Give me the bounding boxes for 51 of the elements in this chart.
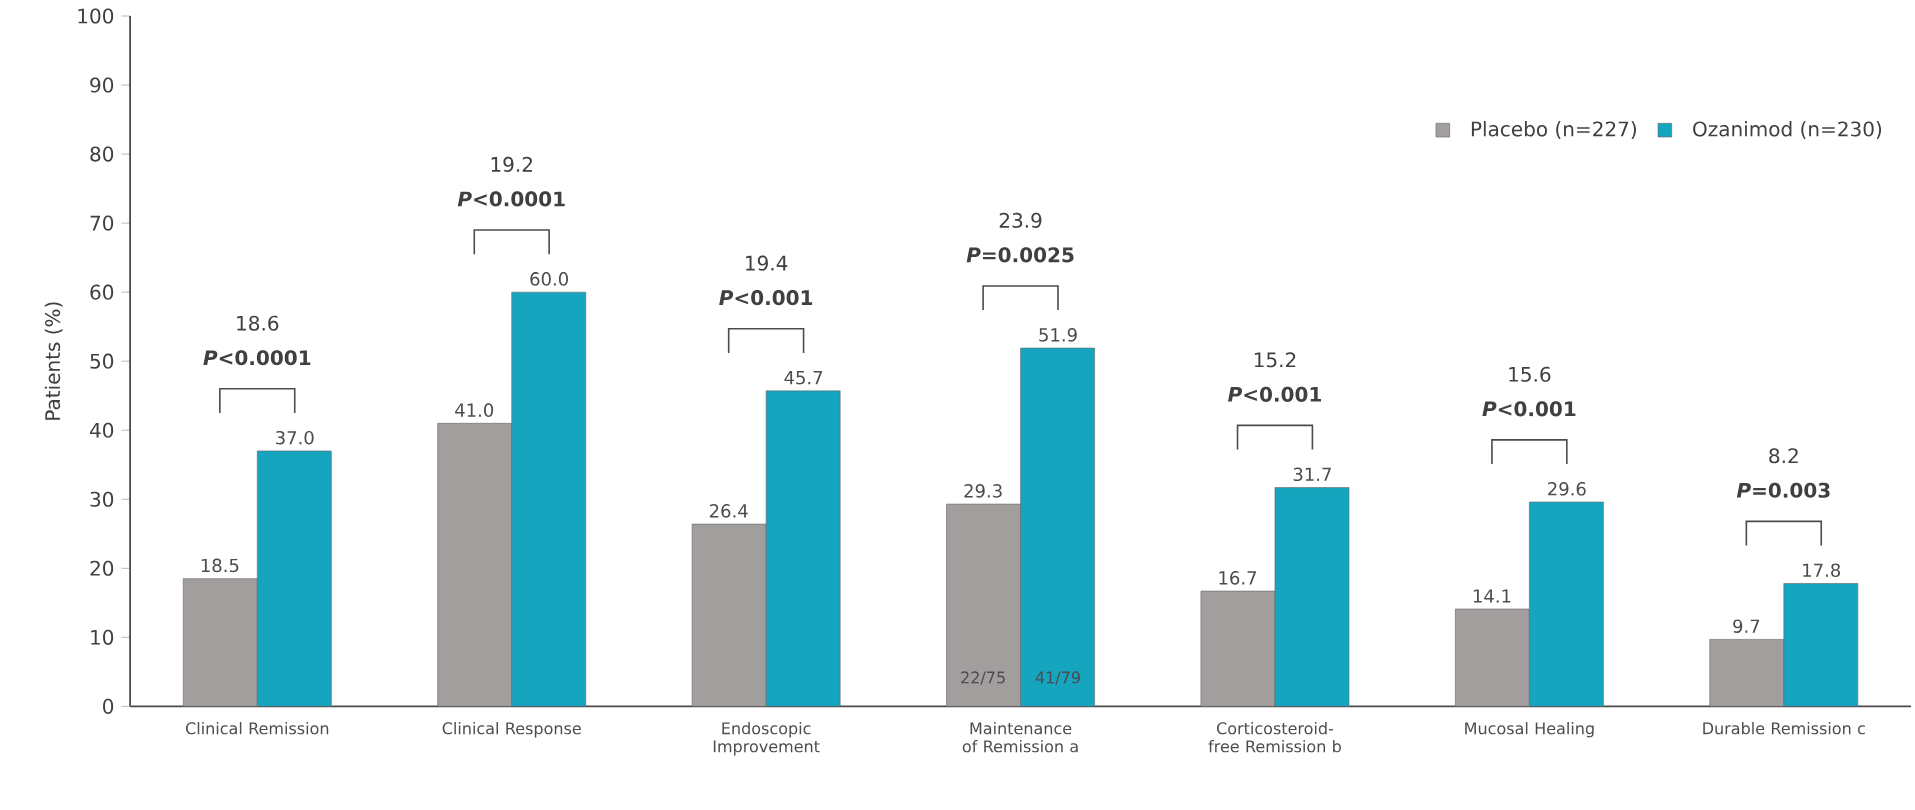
data-label: 31.7 xyxy=(1293,467,1331,481)
x-tick-label: Endoscopic Improvement xyxy=(713,721,820,756)
legend-label: Placebo (n=227) xyxy=(1471,120,1636,139)
x-tick-label: Clinical Response xyxy=(442,721,581,738)
annotation: 41/79 xyxy=(1035,671,1080,685)
y-tick-label: 20 xyxy=(90,560,114,576)
data-label: 29.3 xyxy=(964,483,1002,498)
x-tick-label: Clinical Remission xyxy=(185,721,329,735)
y-tick-label: 40 xyxy=(89,422,114,438)
data-label: 41.0 xyxy=(455,403,494,417)
data-label: 60.0 xyxy=(530,271,568,286)
data-label: 51.9 xyxy=(1039,327,1077,342)
y-tick-label: 100 xyxy=(78,8,114,24)
data-label: 9.7 xyxy=(1733,619,1760,633)
annotation: 22/75 xyxy=(961,671,1005,685)
annotation: P<0.001 xyxy=(1228,386,1321,402)
annotation: P=0.003 xyxy=(1736,482,1830,498)
y-tick-label: 10 xyxy=(91,629,114,645)
data-label: 45.7 xyxy=(784,370,823,385)
annotation: 18.6 xyxy=(237,315,279,331)
data-label: 29.6 xyxy=(1548,481,1586,496)
annotation: 23.9 xyxy=(999,212,1042,228)
y-tick-label: 80 xyxy=(90,146,114,162)
annotation: 19.2 xyxy=(491,156,532,172)
y-tick-label: 70 xyxy=(90,215,114,231)
data-label: 37.0 xyxy=(276,430,314,445)
annotation: 15.2 xyxy=(1254,352,1296,368)
data-label: 26.4 xyxy=(709,503,748,518)
legend-label: Ozanimod (n=230) xyxy=(1693,120,1882,139)
data-label: 16.7 xyxy=(1219,570,1257,585)
y-axis-title: Patients (%) xyxy=(44,302,63,420)
annotation: P<0.001 xyxy=(1482,401,1576,417)
annotation: P<0.0001 xyxy=(457,191,565,207)
annotation: 15.6 xyxy=(1509,366,1551,382)
x-tick-label: Durable Remission c xyxy=(1703,721,1865,735)
x-tick-label: Mucosal Healing xyxy=(1465,721,1594,738)
annotation: 8.2 xyxy=(1769,447,1798,464)
annotation: P<0.0001 xyxy=(203,349,311,366)
x-tick-label: Maintenance of Remission a xyxy=(962,721,1078,753)
x-tick-label: Corticosteroid-free Remission b xyxy=(1208,721,1341,753)
data-label: 17.8 xyxy=(1803,563,1841,577)
annotation: 19.4 xyxy=(746,255,788,271)
y-tick-label: 60 xyxy=(90,284,114,300)
annotation: P<0.001 xyxy=(719,289,813,306)
y-tick-label: 50 xyxy=(90,353,114,369)
y-tick-label: 0 xyxy=(103,698,114,714)
y-tick-label: 90 xyxy=(90,77,114,93)
data-label: 18.5 xyxy=(201,558,239,573)
y-tick-label: 30 xyxy=(90,491,114,507)
data-label: 14.1 xyxy=(1473,589,1511,603)
annotation: P=0.0025 xyxy=(966,247,1074,263)
